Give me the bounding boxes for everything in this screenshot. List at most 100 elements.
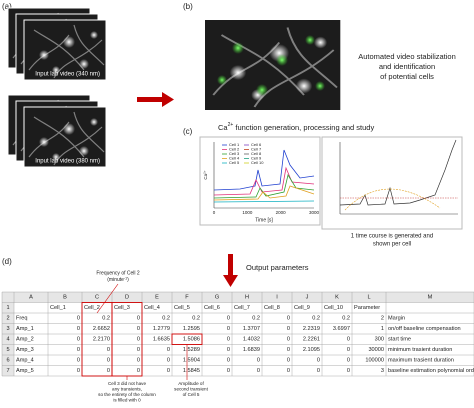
- table-cell: 0: [137, 316, 140, 322]
- table-cell: 0: [317, 358, 320, 364]
- table-cell: 1.6635: [153, 337, 170, 343]
- annotation: Amplitude of: [178, 381, 204, 386]
- panel-label: (d): [2, 257, 12, 266]
- column-header: E: [155, 295, 159, 301]
- table-cell: 0: [77, 347, 80, 353]
- plot-traces: [199, 136, 321, 226]
- table-cell: 1.6839: [243, 347, 260, 353]
- annotation: Frequency of Cell 2: [96, 270, 140, 276]
- table-cell: 0: [107, 358, 110, 364]
- legend-label: Cell 7: [251, 147, 262, 152]
- table-cell: 2.2261: [303, 337, 320, 343]
- column-header: F: [185, 295, 189, 301]
- row-number: 7: [6, 368, 9, 374]
- table-cell: 0: [77, 316, 80, 322]
- table-cell: 0: [347, 347, 350, 353]
- panel-label: (c): [183, 127, 193, 136]
- table-cell: Amp_1: [16, 326, 34, 332]
- annotation: of Cell 5: [183, 392, 200, 397]
- legend-label: Cell 9: [251, 156, 262, 161]
- table-cell: 0: [77, 337, 80, 343]
- table-cell: Amp_2: [16, 337, 34, 343]
- legend-label: Cell 8: [251, 151, 262, 156]
- table-cell: 1.4032: [243, 337, 260, 343]
- table-cell: 0: [137, 337, 140, 343]
- table-cell: 1.5086: [183, 337, 200, 343]
- column-header: D: [125, 295, 129, 301]
- x-tick-label: 3000: [309, 210, 320, 215]
- table-cell: 0: [287, 368, 290, 374]
- table-cell: 1: [381, 326, 384, 332]
- table-cell: Cell_1: [50, 305, 66, 311]
- table-cell: 0: [77, 368, 80, 374]
- video-label: Input lab video (380 nm): [35, 159, 100, 165]
- table-cell: 0: [77, 326, 80, 332]
- table-cell: 0: [287, 337, 290, 343]
- table-cell: Freq: [16, 316, 28, 322]
- table-cell: 2.1095: [303, 347, 320, 353]
- table-cell: 0: [347, 358, 350, 364]
- table-cell: start time: [388, 337, 411, 343]
- column-header: A: [29, 295, 33, 301]
- table-cell: 0: [347, 368, 350, 374]
- panel-label: (a): [2, 2, 12, 11]
- table-cell: 0: [287, 358, 290, 364]
- plot-single-trace: [321, 136, 463, 230]
- table-cell: 30000: [368, 347, 384, 353]
- table-cell: Cell_9: [294, 305, 310, 311]
- row-number: 1: [6, 305, 9, 311]
- table-cell: 0: [227, 368, 230, 374]
- table-cell: 0: [137, 358, 140, 364]
- table-cell: 0: [167, 358, 170, 364]
- column-header: M: [428, 295, 433, 301]
- table-cell: Amp_4: [16, 358, 34, 364]
- annotation: so the entirety of the column: [98, 392, 156, 397]
- table-cell: Cell_10: [324, 305, 343, 311]
- table-cell: 1.2779: [153, 326, 170, 332]
- table-cell: 0: [227, 326, 230, 332]
- table-cell: maximum trasient duration: [388, 358, 454, 364]
- table-cell: 0: [77, 358, 80, 364]
- caption: shown per cell: [373, 242, 411, 248]
- table-cell: 0.2: [192, 316, 200, 322]
- table-cell: Amp_3: [16, 347, 34, 353]
- video-stack: [7, 7, 107, 81]
- x-axis-label: Time [s]: [255, 217, 273, 223]
- y-axis-label: Ca2+: [202, 170, 208, 179]
- annotation: Cell 3 did not have: [108, 381, 146, 386]
- column-header: L: [367, 295, 370, 301]
- legend-label: Cell 3: [229, 151, 240, 156]
- table-cell: 3.6997: [333, 326, 350, 332]
- panel-title: Ca2+ function generation, processing and…: [218, 122, 374, 132]
- x-tick-label: 0: [213, 210, 216, 215]
- table-cell: on/off baseline compensation: [388, 326, 461, 332]
- table-cell: Cell_8: [264, 305, 280, 311]
- video-stack: [7, 94, 107, 168]
- table-cell: 0: [107, 347, 110, 353]
- legend-label: Cell 6: [251, 142, 262, 147]
- table-cell: 0: [287, 326, 290, 332]
- column-header: G: [215, 295, 219, 301]
- annotation: (minute-1): [107, 276, 129, 283]
- arrow: [137, 92, 174, 107]
- table-cell: Cell_3: [114, 305, 130, 311]
- caption: 1 time course is generated and: [351, 234, 433, 240]
- table-cell: 0: [227, 337, 230, 343]
- table-cell: 1.5845: [183, 368, 200, 374]
- table-cell: 2.2170: [93, 337, 110, 343]
- table-cell: 1.5289: [183, 347, 200, 353]
- table-cell: Cell_2: [84, 305, 100, 311]
- table-cell: 0.2: [252, 316, 260, 322]
- caption: of potential cells: [380, 72, 434, 81]
- section-title: Output parameters: [246, 263, 309, 272]
- x-tick-label: 1000: [242, 210, 253, 215]
- column-header: H: [245, 295, 249, 301]
- legend-label: Cell 1: [229, 142, 240, 147]
- table-cell: Cell_7: [234, 305, 250, 311]
- table-cell: 0.2: [342, 316, 350, 322]
- table-cell: 0: [167, 347, 170, 353]
- table-cell: Cell_6: [204, 305, 220, 311]
